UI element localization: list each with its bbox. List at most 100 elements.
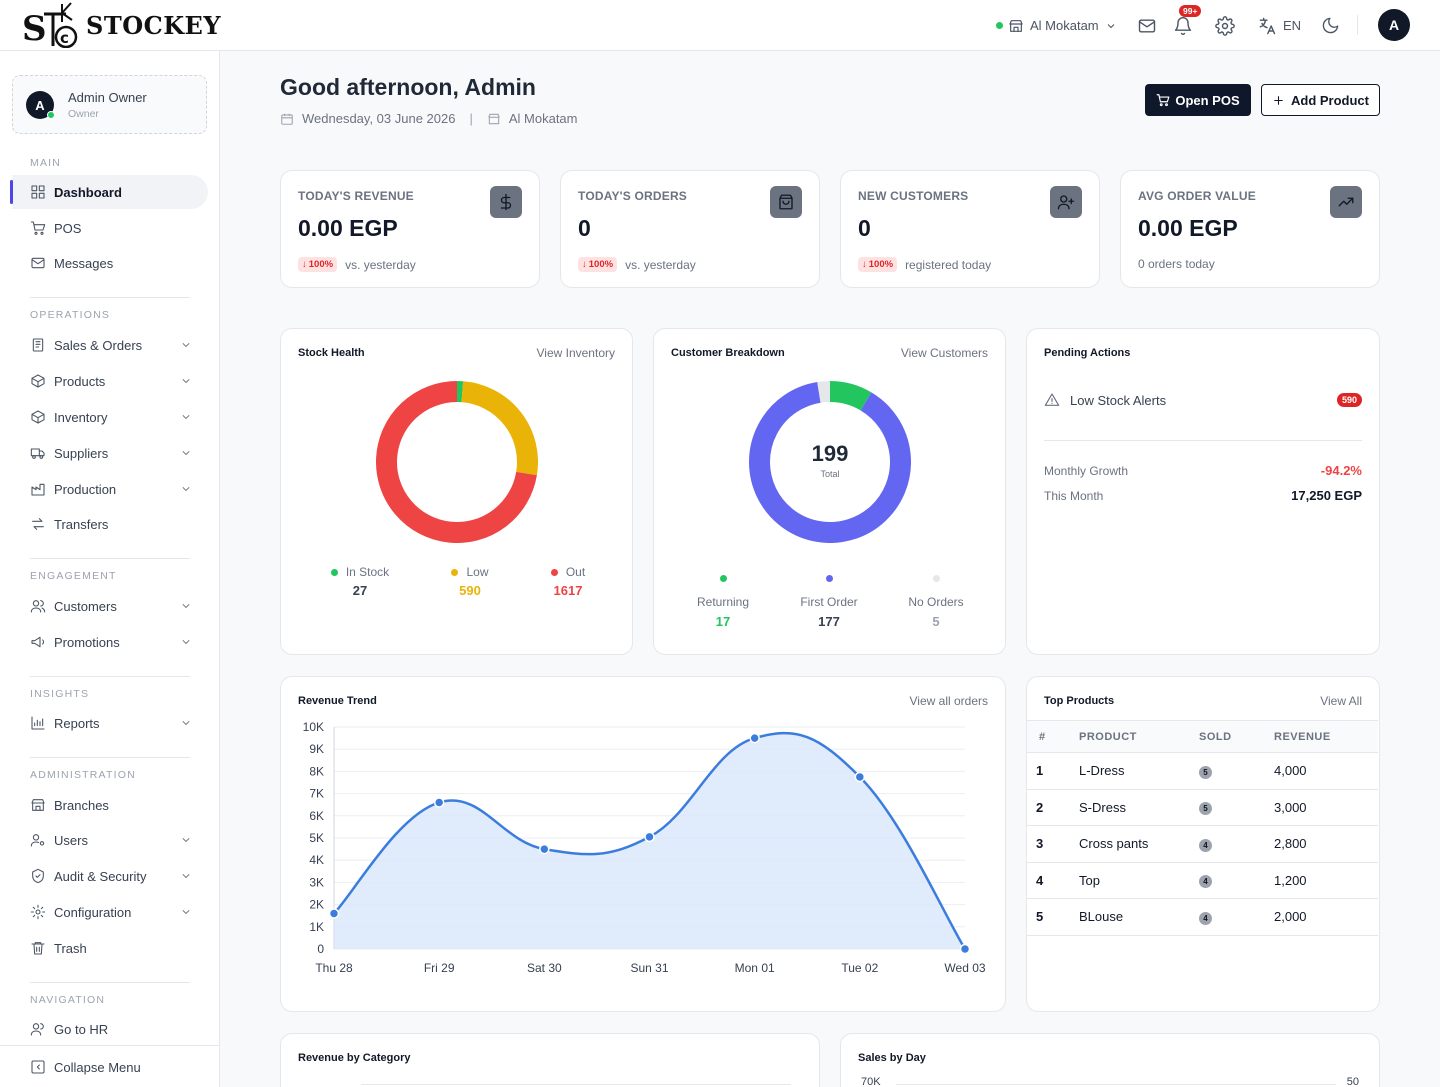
warning-icon — [1044, 393, 1060, 406]
view-inventory-link[interactable]: View Inventory — [536, 346, 616, 360]
language-button[interactable]: EN — [1257, 0, 1301, 51]
sidebar-item-transfers[interactable]: Transfers — [30, 514, 192, 534]
messages-button[interactable] — [1137, 0, 1157, 51]
y-axis-tick: 50 — [1346, 1076, 1359, 1087]
data-point[interactable] — [854, 771, 866, 783]
card-title: Stock Health — [298, 347, 365, 359]
trending-up-icon — [1330, 186, 1362, 218]
sidebar-item-production[interactable]: Production — [30, 479, 192, 499]
sidebar-item-go-to-hr[interactable]: Go to HR — [30, 1019, 192, 1039]
branch-name: Al Mokatam — [1030, 18, 1099, 33]
view-customers-link[interactable]: View Customers — [900, 346, 988, 360]
card-title: Top Products — [1044, 695, 1115, 707]
user-cog-icon — [30, 834, 45, 847]
sidebar-item-products[interactable]: Products — [30, 371, 192, 391]
legend-value: 177 — [818, 614, 840, 629]
view-all-orders-link[interactable]: View all orders — [909, 694, 988, 708]
section-administration: ADMINISTRATION — [30, 769, 136, 781]
table-row[interactable]: 2 S-Dress 5 3,000 — [1027, 789, 1378, 826]
sidebar-item-branches[interactable]: Branches — [30, 795, 192, 815]
column-header-product: PRODUCT — [1079, 720, 1199, 753]
stat-value: 0.00 EGP — [1138, 215, 1238, 241]
data-point[interactable] — [539, 843, 550, 855]
profile-online-dot — [47, 111, 55, 119]
users-icon — [30, 600, 46, 613]
sidebar-item-inventory[interactable]: Inventory — [30, 407, 192, 427]
sidebar-item-dashboard[interactable]: Dashboard — [30, 182, 192, 202]
sidebar-item-reports[interactable]: Reports — [30, 713, 192, 733]
pending-divider — [1044, 440, 1362, 441]
data-point[interactable] — [959, 943, 971, 955]
low-stock-alerts-row[interactable]: Low Stock Alerts 590 — [1044, 392, 1362, 408]
table-row[interactable]: 3 Cross pants 4 2,800 — [1027, 825, 1378, 863]
data-point[interactable] — [749, 732, 760, 744]
chevron-down-icon — [182, 910, 190, 914]
collapse-menu-button[interactable]: Collapse Menu — [30, 1057, 192, 1077]
product-cell: BLouse — [1079, 898, 1199, 936]
data-point[interactable] — [644, 831, 655, 843]
section-navigation: NAVIGATION — [30, 994, 106, 1006]
card-title: Revenue Trend — [298, 695, 377, 707]
top-products-table: # PRODUCT SOLD REVENUE 1 L-Dress 5 4,000… — [1027, 720, 1378, 936]
store-icon — [31, 799, 45, 811]
pending-actions-card: Pending Actions Low Stock Alerts 590 Mon… — [1026, 328, 1380, 655]
trash-icon — [31, 942, 45, 955]
sidebar-item-suppliers[interactable]: Suppliers — [30, 443, 192, 463]
rank-cell: 4 — [1027, 862, 1079, 899]
sidebar-item-messages[interactable]: Messages — [30, 253, 192, 273]
view-all-products-link[interactable]: View All — [1320, 694, 1362, 708]
notifications-button[interactable]: 99+ — [1173, 0, 1202, 51]
legend-label: No Orders — [908, 595, 964, 609]
y-tick-label: 8K — [309, 764, 324, 778]
open-pos-button[interactable]: Open POS — [1145, 84, 1251, 116]
table-row[interactable]: 1 L-Dress 5 4,000 — [1027, 752, 1378, 790]
logo-mark-icon: S c — [22, 2, 78, 48]
collapse-icon — [31, 1060, 45, 1074]
change-value: 100% — [588, 259, 614, 270]
store-icon — [488, 113, 500, 124]
sidebar-item-audit-security[interactable]: Audit & Security — [30, 866, 192, 886]
transfer-arrows-icon — [32, 518, 44, 530]
card-title: Customer Breakdown — [671, 347, 785, 359]
sidebar-item-promotions[interactable]: Promotions — [30, 632, 192, 652]
table-row[interactable]: 5 BLouse 4 2,000 — [1027, 898, 1378, 936]
stat-comparison: ↓ 100% vs. yesterday — [298, 257, 416, 272]
comparison-text: vs. yesterday — [625, 257, 696, 272]
data-point[interactable] — [433, 797, 445, 808]
sidebar-item-label: Branches — [54, 797, 109, 813]
revenue-cell: 2,800 — [1274, 825, 1378, 863]
app-logo[interactable]: S c STOCKEY — [22, 2, 221, 48]
top-products-card: Top Products View All # PRODUCT SOLD REV… — [1026, 676, 1380, 1012]
legend-label: In Stock — [345, 565, 390, 579]
profile-name: Admin Owner — [68, 90, 147, 105]
sidebar-item-configuration[interactable]: Configuration — [30, 902, 192, 922]
settings-button[interactable] — [1215, 0, 1235, 51]
user-avatar[interactable]: A — [1378, 9, 1410, 41]
sidebar-item-pos[interactable]: POS — [30, 218, 192, 238]
donut-slice-low — [461, 381, 538, 476]
donut-slice-returning — [829, 381, 872, 411]
sidebar-item-customers[interactable]: Customers — [30, 596, 192, 616]
revenue-trend-card: Revenue Trend View all orders 0 1K 2K 3K 4K 5… — [280, 676, 1006, 1012]
add-product-button[interactable]: Add Product — [1261, 84, 1380, 116]
chevron-down-icon — [182, 415, 190, 419]
page-title: Good afternoon, Admin — [280, 74, 536, 100]
sidebar-item-users[interactable]: Users — [30, 830, 192, 850]
y-axis-tick: 70K — [861, 1076, 881, 1087]
branch-selector[interactable]: Al Mokatam — [996, 0, 1117, 51]
active-nav-highlight — [12, 175, 208, 209]
profile-card[interactable]: A Admin Owner Owner — [12, 75, 207, 134]
legend-first-order: First Order 177 — [774, 569, 884, 629]
table-row[interactable]: 4 Top 4 1,200 — [1027, 862, 1378, 899]
revenue-cell: 4,000 — [1274, 752, 1378, 790]
sidebar-item-trash[interactable]: Trash — [30, 938, 192, 958]
x-tick-label: Mon 01 — [735, 961, 775, 975]
data-point[interactable] — [328, 908, 340, 919]
factory-icon — [31, 483, 45, 496]
stock-donut-chart — [376, 381, 538, 543]
theme-toggle[interactable] — [1321, 0, 1340, 51]
x-tick-label: Tue 02 — [841, 961, 878, 975]
legend-in-stock: In Stock 27 — [301, 565, 419, 598]
stat-card-avg-order: AVG ORDER VALUE 0.00 EGP 0 orders today — [1120, 170, 1380, 288]
sidebar-item-sales-orders[interactable]: Sales & Orders — [30, 335, 192, 355]
